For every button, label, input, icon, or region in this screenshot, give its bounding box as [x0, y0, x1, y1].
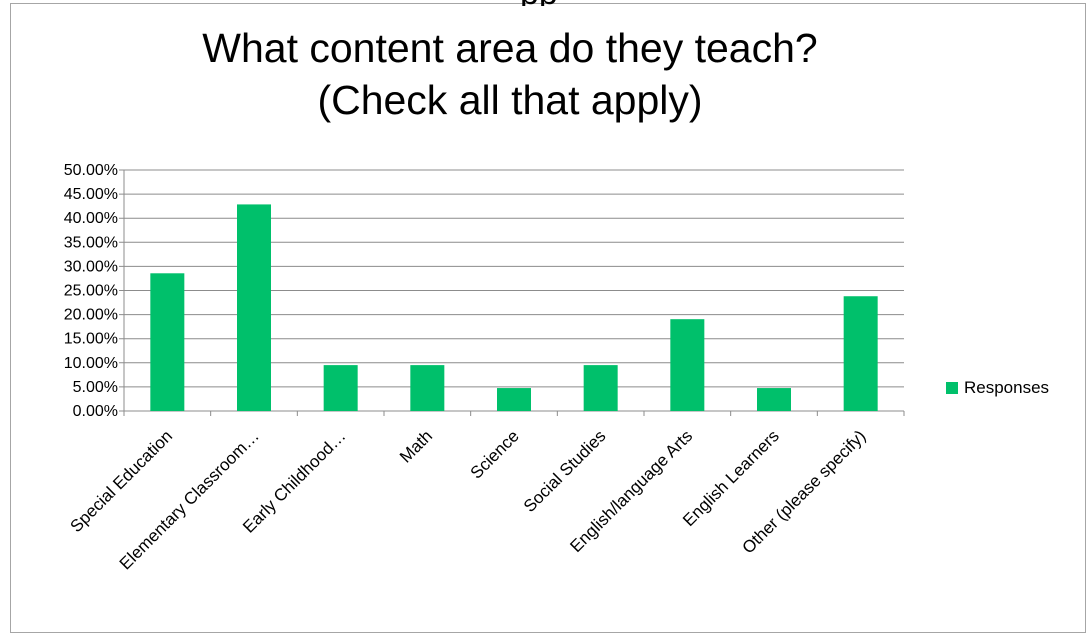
- y-tick-label: 50.00%: [64, 162, 118, 179]
- y-tick-label: 5.00%: [73, 379, 118, 396]
- clipped-header: pp: [0, 0, 1089, 6]
- chart-frame: [10, 3, 1086, 633]
- clipped-header-text: pp: [520, 0, 558, 6]
- y-tick-label: 40.00%: [64, 210, 118, 227]
- x-tick-label: Social Studies: [520, 426, 610, 516]
- bar: [497, 388, 531, 411]
- bar: [757, 388, 791, 411]
- bar: [670, 319, 705, 411]
- bar: [237, 204, 271, 411]
- y-tick-label: 10.00%: [64, 355, 118, 372]
- chart-title: What content area do they teach? (Check …: [150, 22, 870, 126]
- y-tick-label: 25.00%: [64, 283, 118, 300]
- legend-swatch: [946, 382, 958, 394]
- y-tick-label: 0.00%: [73, 403, 118, 420]
- legend-label: Responses: [964, 378, 1050, 397]
- y-tick-label: 15.00%: [64, 331, 118, 348]
- bar: [323, 365, 358, 411]
- x-tick-label: Math: [396, 426, 436, 466]
- x-tick-label: Elementary Classroom…: [116, 426, 263, 573]
- x-tick-label: Science: [467, 426, 523, 482]
- y-tick-label: 35.00%: [64, 234, 118, 251]
- bar: [410, 365, 445, 411]
- y-tick-label: 30.00%: [64, 258, 118, 275]
- chart-title-line-1: What content area do they teach?: [202, 25, 818, 71]
- bar: [150, 273, 185, 411]
- legend: Responses: [946, 378, 1049, 398]
- bar: [843, 296, 878, 411]
- y-tick-label: 45.00%: [64, 186, 118, 203]
- chart-title-line-2: (Check all that apply): [317, 77, 703, 123]
- bar: [583, 365, 618, 411]
- y-tick-label: 20.00%: [64, 307, 118, 324]
